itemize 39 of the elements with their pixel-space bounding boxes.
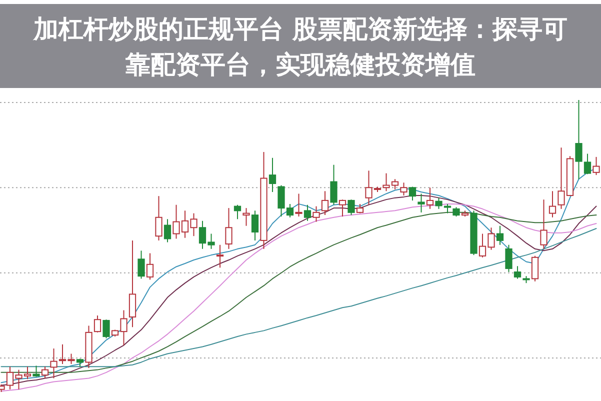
candlestick xyxy=(50,348,58,379)
candlestick xyxy=(505,244,512,272)
candlestick xyxy=(321,190,329,216)
candlestick xyxy=(400,182,408,196)
candlestick xyxy=(234,204,242,220)
candlestick xyxy=(138,250,145,280)
candlestick xyxy=(435,197,442,210)
candlestick xyxy=(268,157,276,192)
candlestick xyxy=(548,190,556,218)
candlestick xyxy=(102,319,110,339)
candlestick xyxy=(330,164,338,206)
candlestick xyxy=(592,156,600,176)
candlestick xyxy=(348,199,355,216)
candlestick xyxy=(32,365,40,378)
candlestick xyxy=(94,314,102,333)
candlestick xyxy=(155,196,162,241)
chart-title: 加杠杆炒股的正规平台 股票配资新选择：探寻可靠配资平台，实现稳健投资增值 xyxy=(32,14,568,79)
candlestick xyxy=(408,186,416,201)
candlestick xyxy=(514,266,522,280)
candlestick xyxy=(216,244,224,268)
candlestick xyxy=(426,187,434,210)
candlestick xyxy=(531,255,539,282)
candlestick xyxy=(418,193,425,213)
candlestick xyxy=(146,252,154,280)
candlestick xyxy=(304,204,312,222)
candlestick xyxy=(128,240,136,328)
candlestick xyxy=(164,218,172,243)
candlestick xyxy=(295,193,302,218)
candlestick xyxy=(338,199,346,218)
candlestick xyxy=(242,208,250,226)
candlestick xyxy=(312,206,320,222)
candlestick xyxy=(452,206,460,218)
candlestick xyxy=(225,208,232,250)
candlestick xyxy=(540,199,548,250)
candlestick xyxy=(251,210,259,241)
candlestick xyxy=(41,366,49,379)
candlestick xyxy=(356,203,364,214)
candlestick xyxy=(444,203,452,214)
candlestick xyxy=(496,225,504,246)
